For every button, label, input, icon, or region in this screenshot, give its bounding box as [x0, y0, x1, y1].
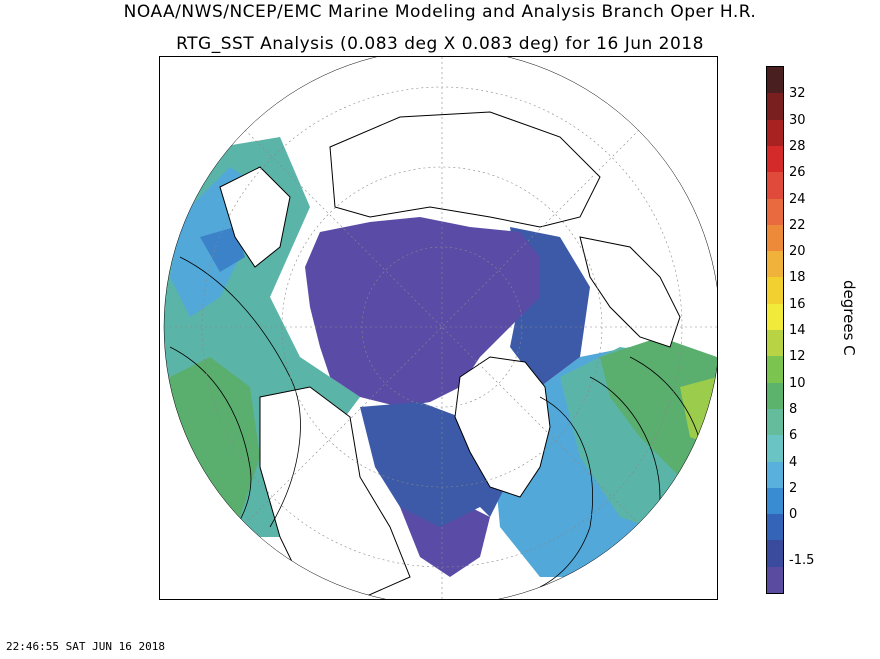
- color-scale-segment: [767, 198, 783, 226]
- map-boundary: [163, 57, 717, 599]
- color-scale-segment: [767, 224, 783, 252]
- color-scale-tick-label: 28: [789, 138, 806, 154]
- color-scale-tick-label: 0: [789, 507, 798, 523]
- greenland-landmass: [454, 356, 551, 498]
- color-scale-tick-label: 20: [789, 244, 806, 260]
- scandinavia-landmass: [579, 236, 681, 348]
- color-scale-tick-label: 30: [789, 112, 806, 128]
- color-scale-segment: [767, 277, 783, 305]
- polar-sst-map: [159, 56, 718, 600]
- color-scale-bar: [766, 66, 784, 594]
- color-scale-tick-label: 12: [789, 349, 806, 365]
- color-scale-segment: [767, 172, 783, 199]
- sst-contour: [539, 396, 593, 588]
- atlantic-green-region: [600, 337, 717, 477]
- color-scale-tick-label: 32: [789, 86, 806, 102]
- color-scale-tick-label: 6: [789, 428, 798, 444]
- color-scale-tick-label: 26: [789, 165, 806, 181]
- map-canvas: [163, 57, 717, 599]
- color-scale-segment: [767, 435, 783, 462]
- color-scale-segment: [767, 251, 783, 278]
- canada-landmass: [259, 386, 411, 599]
- color-scale-segment: [767, 93, 783, 121]
- color-scale-segment: [767, 356, 783, 384]
- chart-subtitle: RTG_SST Analysis (0.083 deg X 0.083 deg)…: [176, 34, 704, 54]
- color-scale-segment: [767, 408, 783, 436]
- color-scale-title: degrees C: [840, 280, 858, 356]
- color-scale-segment: [767, 67, 783, 94]
- color-scale-tick-label: 24: [789, 191, 806, 207]
- color-scale-tick-label: 22: [789, 217, 806, 233]
- color-scale-tick-label: 18: [789, 270, 806, 286]
- color-scale-segment: [767, 540, 783, 568]
- timestamp: 22:46:55 SAT JUN 16 2018: [6, 640, 165, 653]
- color-scale-tick-label: 2: [789, 480, 798, 496]
- color-scale-segment: [767, 566, 783, 594]
- graticule: [164, 57, 717, 599]
- color-scale-segment: [767, 145, 783, 173]
- alaska-landmass: [219, 166, 291, 268]
- color-scale-tick-label: 14: [789, 323, 806, 338]
- color-scale-segment: [767, 487, 783, 515]
- color-scale-segment: [767, 330, 783, 357]
- chart-title: NOAA/NWS/NCEP/EMC Marine Modeling and An…: [123, 2, 757, 22]
- color-scale-segment: [767, 382, 783, 410]
- color-scale-segment: [767, 461, 783, 489]
- arctic-ocean-ice: [305, 217, 540, 407]
- color-scale-tick-label: 4: [789, 454, 798, 470]
- color-scale-tick-label: 10: [789, 375, 806, 391]
- pacific-lightblue-patch: [200, 227, 245, 272]
- color-scale-tick-label: 8: [789, 401, 798, 417]
- siberia-landmass: [329, 111, 601, 228]
- canadian-archipelago-blue: [360, 402, 490, 527]
- color-scale-segment: [767, 514, 783, 541]
- color-scale-segment: [767, 303, 783, 331]
- color-scale-segment: [767, 119, 783, 147]
- color-scale-tick-label: 16: [789, 296, 806, 312]
- color-scale-tick-label: -1.5: [789, 552, 815, 568]
